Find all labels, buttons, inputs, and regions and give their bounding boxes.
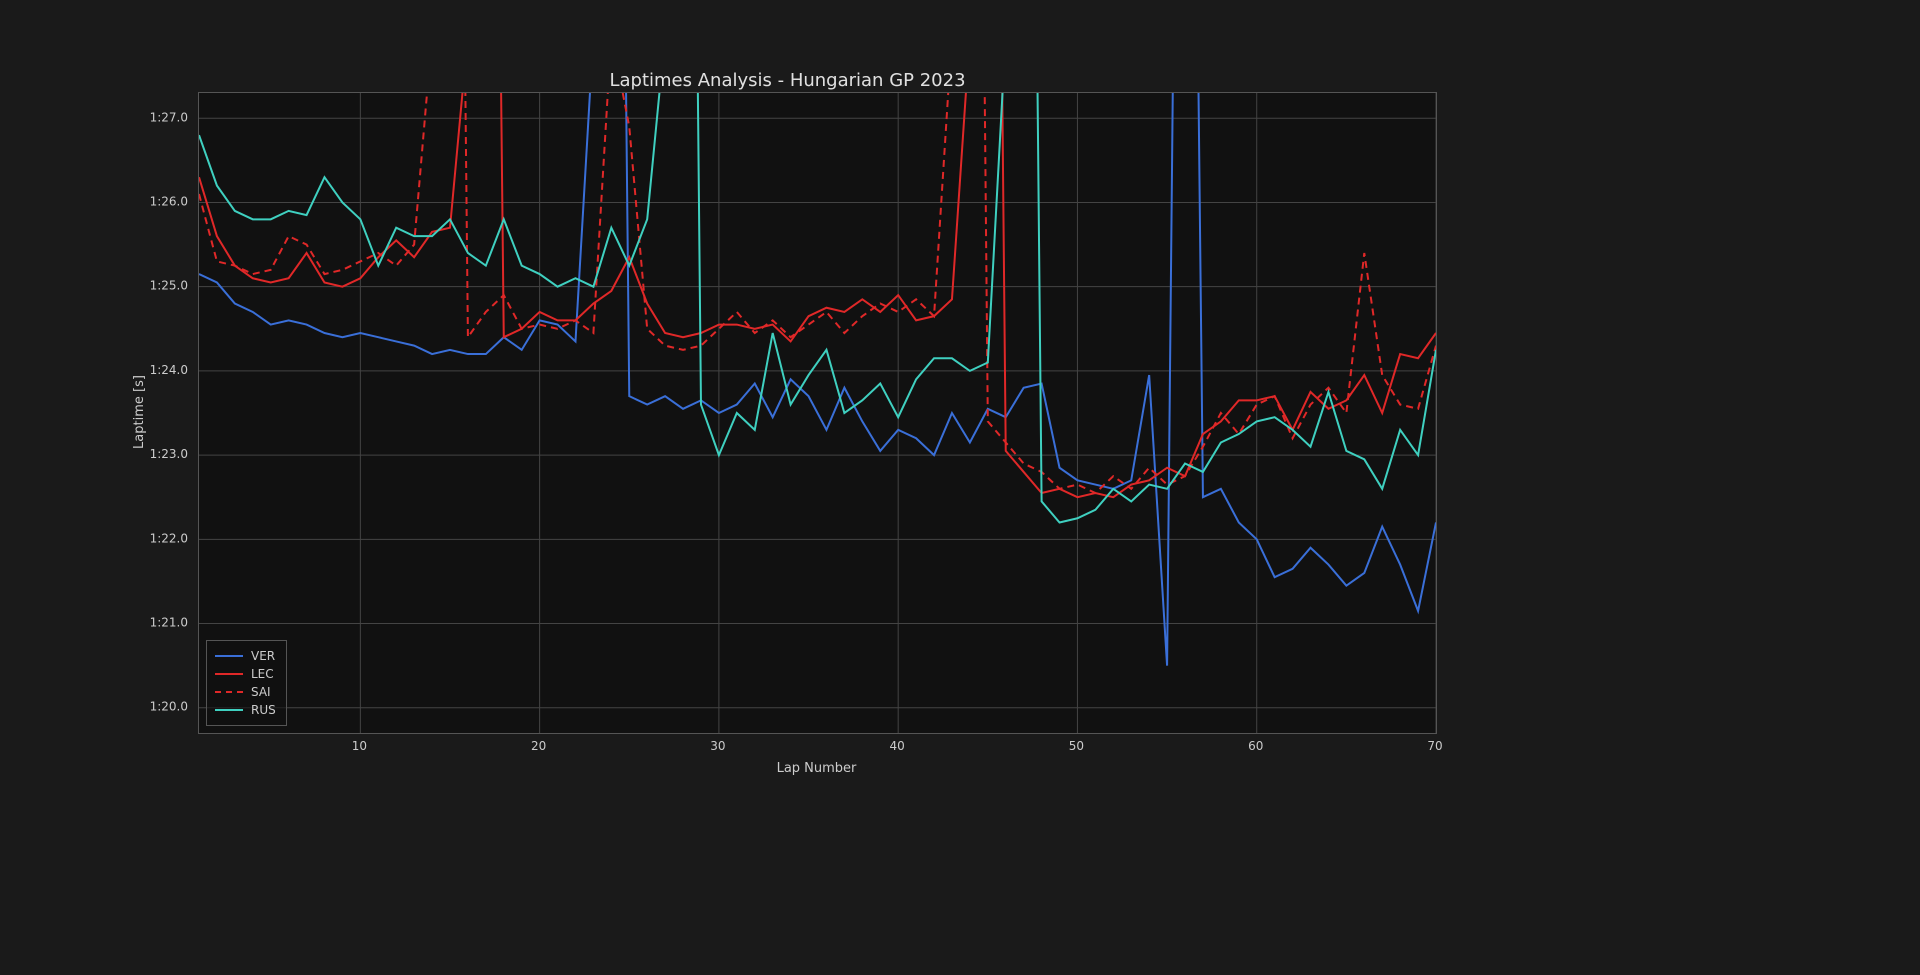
svg-text:1:22.0: 1:22.0 — [150, 531, 188, 545]
legend-swatch — [215, 655, 243, 657]
figure: Laptimes Analysis - Hungarian GP 2023 10… — [40, 40, 1535, 796]
svg-text:1:26.0: 1:26.0 — [150, 194, 188, 208]
legend-item-rus: RUS — [215, 701, 276, 719]
legend-swatch — [215, 709, 243, 711]
x-ticks: 10 20 30 40 50 60 70 — [352, 739, 1443, 753]
svg-text:20: 20 — [531, 739, 546, 753]
svg-text:1:24.0: 1:24.0 — [150, 363, 188, 377]
plot-area — [198, 92, 1437, 734]
series-sai — [199, 93, 1436, 493]
series-ver — [199, 93, 1436, 666]
legend-item-lec: LEC — [215, 665, 276, 683]
legend-label: LEC — [251, 667, 274, 681]
legend-swatch — [215, 673, 243, 675]
svg-text:1:27.0: 1:27.0 — [150, 110, 188, 124]
svg-text:1:20.0: 1:20.0 — [150, 700, 188, 714]
svg-text:70: 70 — [1427, 739, 1442, 753]
x-axis-label: Lap Number — [777, 761, 857, 776]
series-rus — [199, 93, 1436, 522]
svg-text:50: 50 — [1069, 739, 1084, 753]
legend-item-sai: SAI — [215, 683, 276, 701]
legend-swatch — [215, 691, 243, 693]
chart-title: Laptimes Analysis - Hungarian GP 2023 — [40, 70, 1535, 91]
legend-label: RUS — [251, 703, 276, 717]
legend: VER LEC SAI RUS — [206, 640, 287, 726]
svg-text:1:25.0: 1:25.0 — [150, 279, 188, 293]
y-ticks: 1:20.0 1:21.0 1:22.0 1:23.0 1:24.0 1:25.0 1:26… — [150, 110, 188, 713]
svg-text:10: 10 — [352, 739, 367, 753]
svg-text:60: 60 — [1248, 739, 1263, 753]
y-axis-label: Laptime [s] — [132, 375, 147, 449]
svg-text:30: 30 — [710, 739, 725, 753]
legend-label: VER — [251, 649, 275, 663]
legend-item-ver: VER — [215, 647, 276, 665]
svg-text:1:23.0: 1:23.0 — [150, 447, 188, 461]
plot-svg — [199, 93, 1436, 733]
series-lec — [199, 93, 1436, 497]
legend-label: SAI — [251, 685, 271, 699]
svg-text:40: 40 — [890, 739, 905, 753]
svg-text:1:21.0: 1:21.0 — [150, 616, 188, 630]
series-group — [199, 93, 1436, 666]
